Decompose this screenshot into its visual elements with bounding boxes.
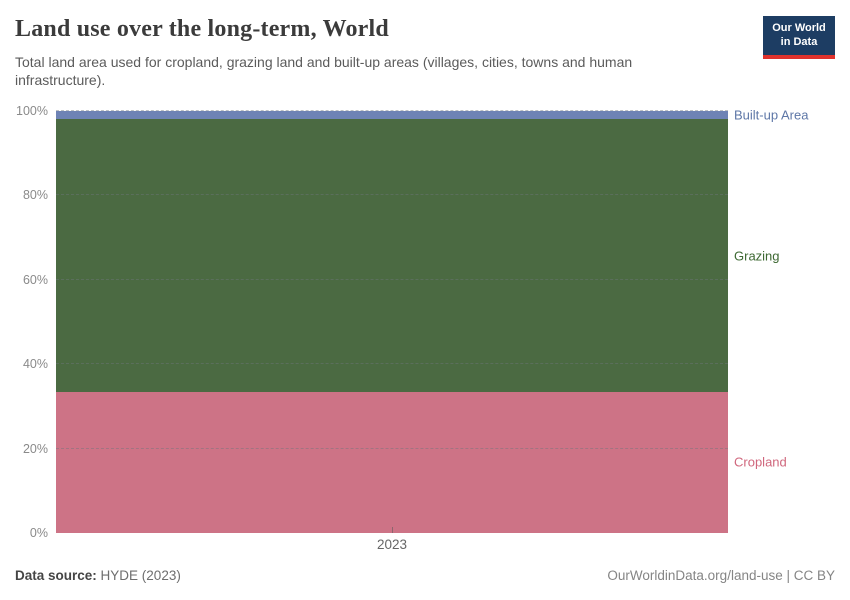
series-label-grazing[interactable]: Grazing (734, 248, 780, 264)
y-axis-tick-label-40: 40% (22, 357, 48, 372)
y-axis-tick-label-0: 0% (29, 526, 48, 540)
x-axis-tick-label: 2023 (376, 537, 408, 552)
owid-logo-line2: in Data (780, 35, 818, 48)
series-label-cropland[interactable]: Cropland (734, 454, 787, 470)
gridline-80 (56, 194, 728, 196)
area-grazing[interactable] (56, 119, 728, 392)
area-built-up-area[interactable] (56, 111, 728, 120)
gridline-40 (56, 363, 728, 365)
y-axis-tick-label-80: 80% (22, 188, 48, 203)
y-axis-tick-label-20: 20% (22, 441, 48, 456)
footer-source-label: Data source: (15, 568, 97, 583)
y-axis-tick-label-100: 100% (16, 104, 48, 118)
y-axis-tick-label-60: 60% (22, 272, 48, 287)
owid-logo[interactable]: Our World in Data (763, 16, 835, 59)
series-label-built-up-area[interactable]: Built-up Area (734, 107, 809, 123)
gridline-60 (56, 278, 728, 280)
gridline-100 (56, 110, 728, 111)
gridline-20 (56, 447, 728, 449)
area-cropland[interactable] (56, 391, 728, 533)
x-axis-tick (392, 527, 393, 533)
footer-source: Data source: HYDE (2023) (15, 568, 181, 583)
page-title: Land use over the long-term, World (15, 16, 389, 42)
footer-license-link[interactable]: OurWorldinData.org/land-use | CC BY (607, 568, 835, 583)
owid-logo-line1: Our World (772, 22, 826, 34)
chart-footer: Data source: HYDE (2023) OurWorldinData.… (15, 568, 835, 583)
page-subtitle: Total land area used for cropland, grazi… (15, 54, 633, 89)
footer-source-text: HYDE (2023) (100, 568, 181, 583)
plot-area: 2023 Cropland Grazing Built-up Area 0% 20% 40… (16, 104, 808, 552)
